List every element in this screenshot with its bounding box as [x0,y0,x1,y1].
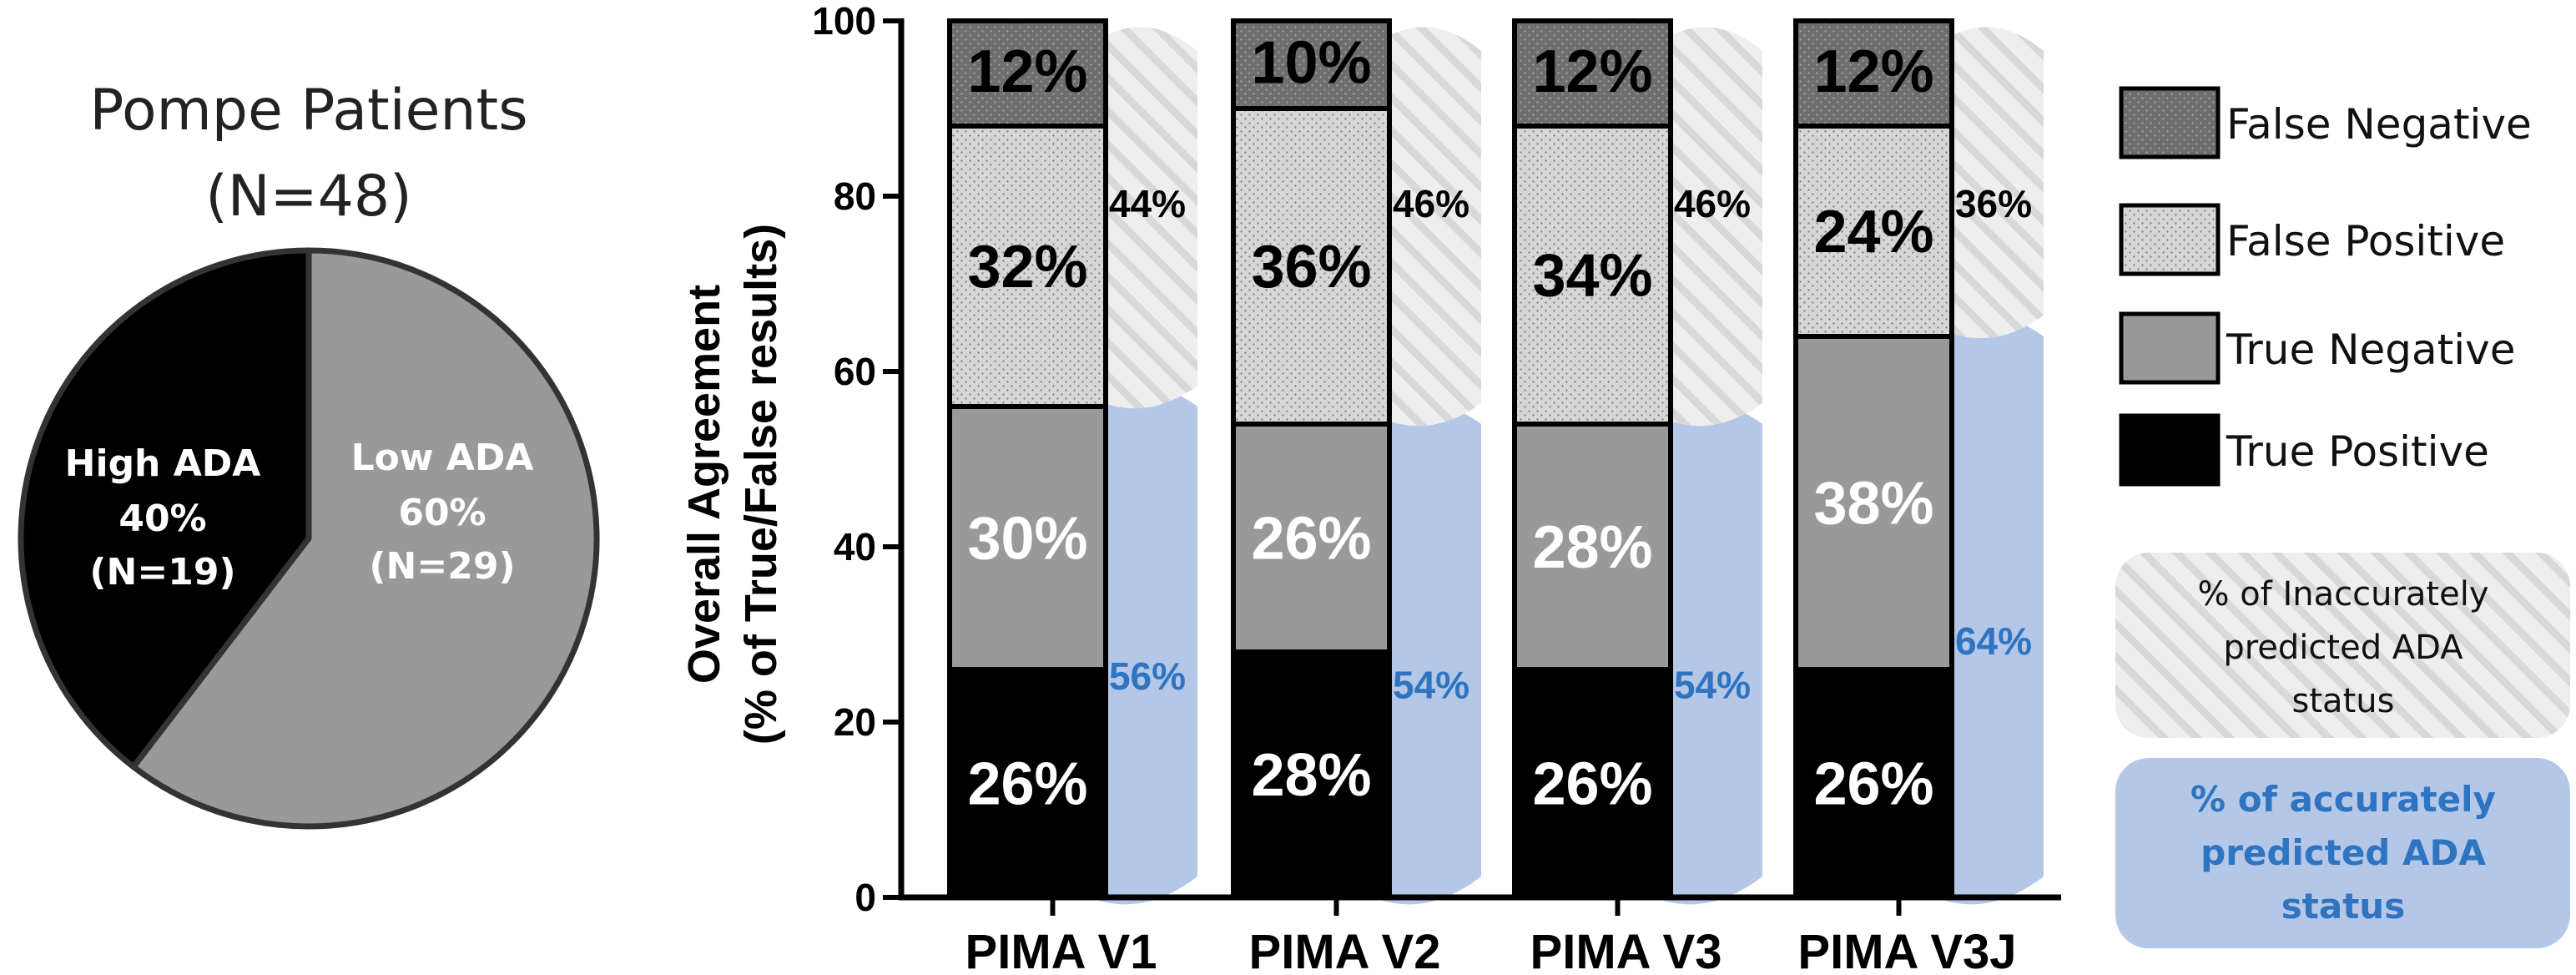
bar-segment-pima-v3j-true-positive [1793,667,1954,900]
pie-label-low-ada-n: (N=29) [369,545,515,588]
legend-accurate-box [2115,758,2570,948]
bar-label-pima-v3-true-positive: 26% [1532,751,1652,818]
legend-inaccurate-text-3: status [2292,682,2395,720]
stacked-bar-chart: 56% 44% 54% 46% 54% 46% 64% 36% 26% 30% 32% 12% 28%… [679,0,2061,975]
pie-label-high-ada-n: (N=19) [89,551,235,594]
bar-label-pima-v2-false-positive: 36% [1251,234,1371,301]
legend-label-true-positive: True Positive [2226,427,2489,476]
inaccurate-band-pima-v2 [1373,27,1481,427]
bar-segment-pima-v2-false-negative [1231,18,1392,111]
bar-label-pima-v3j-true-positive: 26% [1813,751,1933,818]
legend-accurate-text-3: status [2281,886,2405,927]
category-label-pima-v3j: PIMA V3J [1797,925,2016,975]
bar-label-pima-v3j-false-negative: 12% [1813,38,1933,105]
bar-segment-pima-v3j-false-positive [1793,124,1954,339]
accurate-label-pima-v1: 56% [1109,654,1186,698]
inaccurate-band-pima-v1 [1089,27,1197,409]
y-tick-label-0: 0 [854,876,876,919]
bar-label-pima-v3j-false-positive: 24% [1813,199,1933,265]
legend-label-false-positive: False Positive [2226,217,2505,265]
bar-segment-pima-v2-true-negative [1231,422,1392,654]
bar-label-pima-v1-false-positive: 32% [967,234,1087,301]
pie-slice-low-ada [130,247,600,830]
legend-swatch-true-negative [2119,311,2221,385]
bar-label-pima-v2-true-positive: 28% [1251,742,1371,809]
legend-inaccurate-text-2: predicted ADA [2223,629,2463,667]
bar-label-pima-v3-false-positive: 34% [1532,243,1652,310]
pie-label-high-ada-name: High ADA [65,442,261,485]
bar-segment-pima-v3-false-positive [1512,124,1673,427]
category-label-pima-v2: PIMA V2 [1249,925,1441,975]
legend-inaccurate-text-1: % of Inaccurately [2197,575,2488,614]
legend: False Negative False Positive True Negativ… [2119,86,2532,487]
accurate-label-pima-v2: 54% [1393,664,1469,707]
bar-segment-pima-v1-false-negative [947,18,1108,129]
legend-inaccurate-box [2115,553,2570,738]
pie-title-line2: (N=48) [205,164,411,230]
pie-title-line1: Pompe Patients [89,78,527,144]
y-tick-label-60: 60 [834,350,876,393]
accurate-label-pima-v3j: 64% [1955,619,2032,663]
inaccurate-band-pima-v3 [1654,27,1762,427]
y-axis-label-line1: Overall Agreement [679,285,729,684]
pie-label-low-ada-name: Low ADA [351,437,534,479]
accurate-band-pima-v3 [1654,404,1762,905]
y-axis-label-line2: (% of True/False results) [736,224,786,745]
bar-label-pima-v1-false-negative: 12% [967,38,1087,105]
bar-segment-pima-v3-true-positive [1512,667,1673,900]
legend-label-true-negative: True Negative [2226,326,2515,374]
accurate-band-pima-v2 [1373,404,1481,905]
y-tick-label-100: 100 [812,0,876,43]
bar-label-pima-v2-true-negative: 26% [1251,506,1371,573]
bar-label-pima-v3-false-negative: 12% [1532,38,1652,105]
legend-label-false-negative: False Negative [2226,100,2532,149]
y-tick-label-20: 20 [834,700,876,744]
bar-segment-pima-v3j-false-negative [1793,18,1954,129]
legend-swatch-true-positive [2119,413,2221,487]
inaccurate-band-pima-v3j [1935,27,2044,339]
bar-label-pima-v2-false-negative: 10% [1251,30,1371,97]
legend-notes: % of Inaccurately predicted ADA status % of… [2115,553,2570,948]
inaccurate-label-pima-v1: 44% [1109,182,1186,225]
accurate-band-pima-v3j [1935,316,2044,905]
accurate-band-pima-v1 [1089,386,1197,905]
bar-label-pima-v3-true-negative: 28% [1532,514,1652,581]
pie-label-low-ada-pct: 60% [398,492,486,534]
inaccurate-label-pima-v3j: 36% [1955,182,2032,225]
inaccurate-label-pima-v2: 46% [1393,182,1469,225]
legend-accurate-text-2: predicted ADA [2200,832,2486,873]
pie-chart: Pompe Patients (N=48) High ADA 40% (N=19) L… [18,78,600,830]
bar-segment-pima-v3-false-negative [1512,18,1673,129]
legend-accurate-text-1: % of accurately [2190,779,2496,820]
category-label-pima-v1: PIMA V1 [965,925,1157,975]
legend-swatch-false-negative [2119,86,2221,159]
bar-label-pima-v1-true-positive: 26% [967,751,1087,818]
pie-label-high-ada-pct: 40% [118,498,206,540]
y-tick-label-80: 80 [834,174,876,218]
bar-segment-pima-v3-true-negative [1512,422,1673,672]
bar-segment-pima-v2-true-positive [1231,649,1392,900]
legend-swatch-false-positive [2119,203,2221,276]
bar-segment-pima-v3j-true-negative [1793,334,1954,672]
inaccurate-label-pima-v3: 46% [1674,182,1751,225]
bar-segment-pima-v2-false-positive [1231,106,1392,427]
y-tick-label-40: 40 [834,525,876,568]
category-label-pima-v3: PIMA V3 [1530,925,1722,975]
bar-label-pima-v1-true-negative: 30% [967,506,1087,573]
pie-slice-high-ada [18,247,312,770]
bar-label-pima-v3j-true-negative: 38% [1813,471,1933,538]
accurate-label-pima-v3: 54% [1674,664,1751,707]
